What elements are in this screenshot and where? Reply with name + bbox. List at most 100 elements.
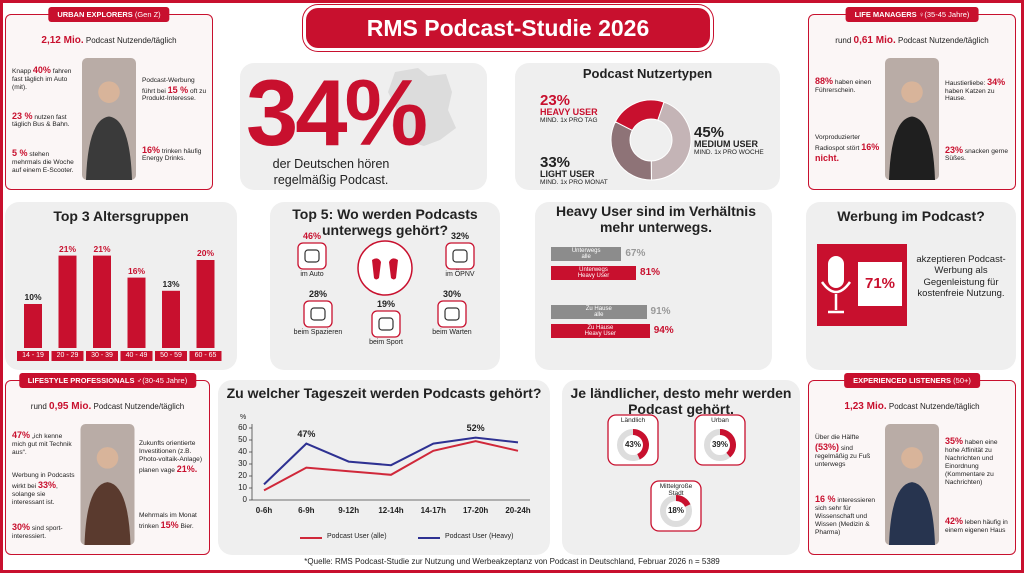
fact-column: 47% „ich kenne mich gut mit Technik aus“…	[12, 422, 78, 549]
highlight-figure: 23%	[945, 144, 964, 155]
fact-text: Über die Hälfte	[815, 434, 859, 442]
highlight-figure: 1,23 Mio.	[844, 401, 887, 412]
x-tick-label: 17-20h	[462, 506, 489, 515]
y-tick-label: 0	[242, 495, 247, 504]
x-tick-label: 12-14h	[378, 506, 404, 515]
series-line	[263, 436, 519, 486]
fact-text: Podcast Nutzende/täglich	[886, 402, 980, 411]
y-tick-label: 10	[238, 483, 247, 492]
x-tick-label: 14 - 19	[22, 352, 44, 359]
fact-column: 35% haben eine hohe Affinität zu Nachric…	[945, 422, 1011, 549]
photo-body	[84, 482, 131, 545]
fact-column: Knapp 40% fahren fast täglich im Auto (m…	[12, 56, 78, 184]
y-axis-label: %	[240, 414, 247, 421]
photo-head	[901, 81, 923, 103]
place-label: beim Spazieren	[293, 329, 343, 336]
category-box	[155, 351, 187, 361]
highlight-figure: 15%	[160, 519, 179, 530]
fact-text: stehen mehrmals die Woche auf einem E-Sc…	[12, 150, 74, 174]
place-value: 46%	[302, 231, 321, 241]
hbar-value-label: 91%	[650, 306, 671, 317]
bar	[58, 255, 77, 348]
legend-label: Podcast User (alle)	[327, 533, 387, 540]
point-label: 47%	[297, 428, 316, 439]
ad-text: akzeptieren Podcast-Werbung als Gegenlei…	[916, 254, 1006, 300]
persona-name: LIFE MANAGERS	[854, 10, 917, 19]
chart-panel	[218, 380, 550, 555]
y-tick-label: 30	[238, 459, 247, 468]
chart-title: Top 3 Altersgruppen	[53, 208, 189, 224]
bar-value-label: 16%	[127, 265, 145, 276]
x-tick-label: 60 - 65	[194, 352, 217, 359]
category-box	[86, 351, 118, 361]
photo-body	[86, 116, 132, 180]
fact-text: haben eine hohe Affinität zu Nachrichten…	[945, 439, 998, 486]
fact-text: sind regelmäßig zu Fuß unterwegs	[815, 445, 871, 469]
category-box	[51, 351, 84, 361]
highlight-figure: 2,12 Mio.	[41, 35, 84, 46]
highlight-figure: 15 %	[167, 84, 189, 95]
fact-text: , solange sie interessant ist.	[12, 483, 58, 506]
persona-fact: 23% snacken gerne Süßes.	[945, 145, 1011, 164]
place-icon	[297, 242, 327, 270]
persona-fact: 47% „ich kenne mich gut mit Technik aus“…	[12, 430, 78, 457]
slice-note: MIND. 1x PRO MONAT	[540, 179, 608, 186]
persona-name: URBAN EXPLORERS	[57, 10, 133, 19]
persona-fact: 16% trinken häufig Energy Drinks.	[142, 145, 208, 164]
earbuds-icon	[357, 240, 413, 296]
fact-text: haben einen Führerschein.	[815, 78, 872, 94]
gauge-value: 18%	[667, 506, 684, 515]
highlight-figure: 23 %	[12, 110, 33, 121]
place-icon	[437, 300, 467, 328]
bar-value-label: 13%	[162, 278, 180, 289]
fact-text: Vorproduzierter Radiospot stört	[815, 134, 862, 153]
persona-note: ♀(35-45 Jahre)	[918, 10, 970, 19]
hbar-category: Zu Hause Heavy User	[584, 324, 617, 338]
persona-reach: 1,23 Mio. Podcast Nutzende/täglich	[808, 401, 1016, 412]
persona-name: LIFESTYLE PROFESSIONALS	[27, 376, 135, 385]
persona-fact: 23 % nutzen fast täglich Bus & Bahn.	[12, 111, 78, 130]
bar-value-label: 21%	[58, 243, 76, 254]
place-icon-glyph	[378, 317, 394, 331]
persona-fact: Knapp 40% fahren fast täglich im Auto (m…	[12, 65, 78, 92]
germany-map	[388, 68, 456, 146]
place-value: 19%	[376, 299, 395, 309]
fact-text: Podcast-Werbung führt bei	[142, 76, 195, 95]
slice-name: HEAVY USER	[540, 107, 598, 117]
x-tick-label: 6-9h	[298, 506, 315, 515]
fact-text: Zukunfts orientierte Investitionen (z.B.…	[139, 440, 203, 475]
fact-column: Podcast-Werbung führt bei 15 % oft zu Pr…	[142, 56, 208, 184]
persona-fact: Podcast-Werbung führt bei 15 % oft zu Pr…	[142, 77, 208, 104]
chart-title: Heavy User sind im Verhältnis mehr unter…	[556, 203, 756, 236]
highlight-figure: 47%	[12, 429, 31, 440]
persona-note: (50+)	[953, 376, 971, 385]
bar	[93, 255, 111, 348]
place-icon-glyph	[444, 307, 460, 321]
chart-title: Podcast Nutzertypen	[582, 66, 713, 81]
category-box	[17, 351, 49, 361]
fact-text: fahren fast täglich im Auto (mit).	[12, 68, 72, 92]
category-box	[120, 351, 153, 361]
highlight-figure: 33%	[38, 480, 57, 491]
y-tick-label: 20	[238, 471, 247, 480]
persona-name: EXPERIENCED LISTENERS	[853, 376, 952, 385]
place-label: beim Sport	[369, 339, 403, 346]
slice-value: 45%	[694, 124, 725, 141]
hbar	[551, 324, 650, 338]
fact-text: Podcast Nutzende/täglich	[83, 36, 177, 45]
slice-value: 33%	[540, 154, 571, 171]
place-icon-glyph	[452, 249, 468, 263]
gauge-value: 39%	[711, 440, 728, 449]
gauge-arc	[720, 429, 736, 458]
persona-fact: Haustierliebe: 34% haben Katzen zu Hause…	[945, 77, 1011, 104]
fact-text: sind sport-interessiert.	[12, 525, 63, 541]
x-tick-label: 20-24h	[505, 506, 531, 515]
ad-mic	[828, 256, 844, 288]
highlight-figure: 0,95 Mio.	[49, 401, 92, 412]
highlight-figure: 5 %	[12, 147, 28, 158]
hbar-category: Unterwegs Heavy User	[577, 266, 610, 280]
x-tick-label: 14-17h	[420, 506, 446, 515]
persona-fact: Vorproduzierter Radiospot stört 16% nich…	[815, 134, 881, 164]
persona-tag: LIFE MANAGERS ♀(35-45 Jahre)	[845, 7, 979, 22]
